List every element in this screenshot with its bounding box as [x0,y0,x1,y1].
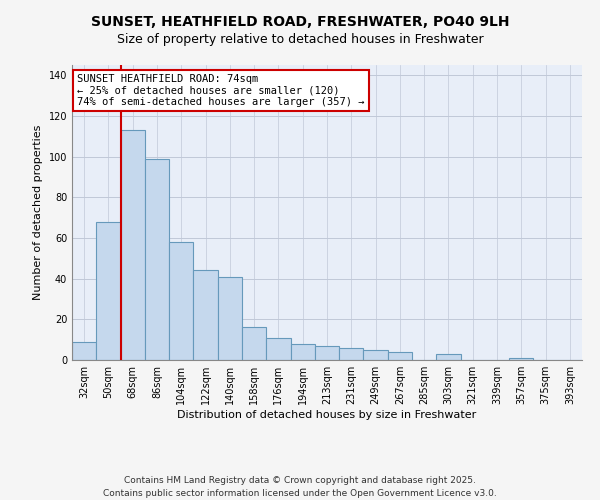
Bar [509,358,533,360]
Bar [96,222,121,360]
Bar [242,328,266,360]
Y-axis label: Number of detached properties: Number of detached properties [33,125,43,300]
Bar [290,344,315,360]
Bar [339,348,364,360]
Text: SUNSET HEATHFIELD ROAD: 74sqm
← 25% of detached houses are smaller (120)
74% of : SUNSET HEATHFIELD ROAD: 74sqm ← 25% of d… [77,74,365,107]
Bar [169,242,193,360]
Text: Contains HM Land Registry data © Crown copyright and database right 2025.
Contai: Contains HM Land Registry data © Crown c… [103,476,497,498]
Bar [266,338,290,360]
Bar [121,130,145,360]
Bar [364,350,388,360]
Text: SUNSET, HEATHFIELD ROAD, FRESHWATER, PO40 9LH: SUNSET, HEATHFIELD ROAD, FRESHWATER, PO4… [91,15,509,29]
Bar [72,342,96,360]
Bar [218,276,242,360]
Bar [193,270,218,360]
Bar [315,346,339,360]
X-axis label: Distribution of detached houses by size in Freshwater: Distribution of detached houses by size … [178,410,476,420]
Bar [436,354,461,360]
Text: Size of property relative to detached houses in Freshwater: Size of property relative to detached ho… [116,32,484,46]
Bar [145,158,169,360]
Bar [388,352,412,360]
